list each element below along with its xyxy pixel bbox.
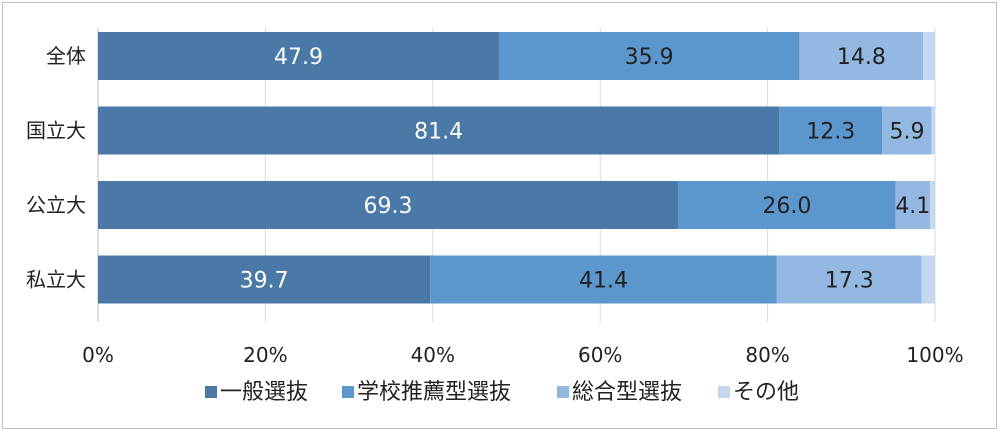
x-tick-label: 20%	[243, 343, 287, 367]
bar-segment	[98, 106, 780, 155]
category-label: 公立大	[26, 193, 86, 217]
bar-segment	[678, 181, 896, 229]
data-label: 4.1	[895, 194, 930, 219]
legend-swatch	[557, 386, 569, 398]
data-label: 12.3	[806, 120, 855, 145]
bar-segment	[776, 255, 922, 304]
x-tick-label: 80%	[745, 343, 789, 367]
bar-segment	[929, 181, 935, 229]
bar-segment	[98, 32, 499, 80]
bar-segment	[921, 255, 935, 304]
category-label: 国立大	[26, 119, 86, 143]
x-tick-label: 100%	[906, 343, 963, 367]
data-label: 5.9	[889, 120, 924, 145]
legend-swatch	[205, 386, 217, 398]
data-label: 81.4	[414, 120, 463, 145]
data-label: 41.4	[579, 269, 628, 294]
x-tick-label: 60%	[578, 343, 622, 367]
bar-segment	[895, 181, 930, 229]
legend-swatch	[342, 386, 354, 398]
bar-segment	[98, 255, 431, 304]
data-label: 39.7	[240, 269, 289, 294]
bar-segment	[882, 106, 932, 155]
legend-swatch	[718, 386, 730, 398]
bar-segment	[430, 255, 777, 304]
data-label: 47.9	[274, 45, 323, 70]
category-label: 全体	[46, 44, 86, 68]
legend-label: 総合型選抜	[572, 380, 682, 405]
legend-label: その他	[733, 380, 799, 405]
legend-label: 学校推薦型選抜	[357, 380, 511, 405]
data-label: 69.3	[364, 194, 413, 219]
bar-segment	[779, 106, 883, 155]
category-label: 私立大	[26, 268, 86, 292]
bar-segment	[923, 32, 935, 80]
data-label: 17.3	[825, 269, 874, 294]
legend-label: 一般選抜	[220, 380, 308, 405]
data-label: 14.8	[837, 45, 886, 70]
bar-segment	[799, 32, 924, 80]
bar-segment	[98, 181, 679, 229]
bar-segment	[931, 106, 935, 155]
data-label: 26.0	[762, 194, 811, 219]
data-label: 35.9	[625, 45, 674, 70]
x-tick-label: 40%	[411, 343, 455, 367]
bar-segment	[498, 32, 800, 80]
x-tick-label: 0%	[82, 343, 114, 367]
